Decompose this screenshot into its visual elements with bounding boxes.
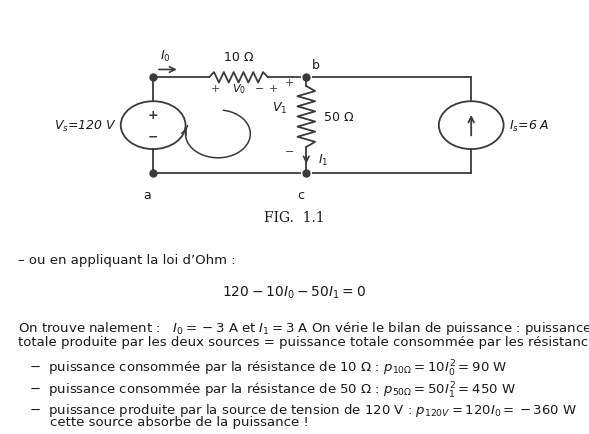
- Text: +: +: [148, 108, 158, 122]
- Text: $I_0$: $I_0$: [160, 49, 170, 64]
- Text: $-$  puissance produite par la source de courant de 6 A : $p_{6A} = 6V_1 = 6.50.: $-$ puissance produite par la source de …: [29, 431, 585, 434]
- Text: +: +: [210, 84, 220, 94]
- Text: c: c: [297, 189, 304, 202]
- Text: $I_1$: $I_1$: [318, 153, 329, 168]
- Text: cette source absorbe de la puissance !: cette source absorbe de la puissance !: [50, 415, 309, 428]
- Text: +: +: [285, 78, 294, 87]
- Text: −: −: [254, 84, 264, 94]
- Text: $V_0$: $V_0$: [231, 82, 246, 96]
- Text: $-$  puissance consommée par la résistance de 10 $\Omega$ : $p_{10\Omega} = 10I_: $-$ puissance consommée par la résistanc…: [29, 358, 508, 378]
- Text: a: a: [143, 189, 151, 202]
- Text: $I_s$=6 A: $I_s$=6 A: [509, 118, 550, 133]
- Text: – ou en appliquant la loi d’Ohm :: – ou en appliquant la loi d’Ohm :: [18, 254, 235, 267]
- Text: −: −: [148, 130, 158, 143]
- Text: $V_1$: $V_1$: [272, 101, 287, 116]
- Text: $-$  puissance produite par la source de tension de 120 V : $p_{120V} = 120I_0 =: $-$ puissance produite par la source de …: [29, 401, 577, 418]
- Text: 50 Ω: 50 Ω: [324, 111, 353, 124]
- Text: FIG.  1.1: FIG. 1.1: [264, 210, 325, 224]
- Text: +: +: [269, 84, 279, 94]
- Text: b: b: [312, 59, 320, 72]
- Text: On trouve nalement :   $I_0 = -3$ A et $I_1 = 3$ A On vérie le bilan de puissanc: On trouve nalement : $I_0 = -3$ A et $I_…: [18, 319, 589, 336]
- Text: $V_s$=120 V: $V_s$=120 V: [54, 118, 117, 133]
- Text: −: −: [285, 147, 294, 157]
- Text: $-$  puissance consommée par la résistance de 50 $\Omega$ : $p_{50\Omega} = 50I_: $-$ puissance consommée par la résistanc…: [29, 380, 517, 400]
- Text: totale produite par les deux sources = puissance totale consommée par les résist: totale produite par les deux sources = p…: [18, 335, 589, 349]
- Text: 10 Ω: 10 Ω: [224, 51, 253, 64]
- Text: $120 - 10I_0 - 50I_1 = 0$: $120 - 10I_0 - 50I_1 = 0$: [223, 284, 366, 301]
